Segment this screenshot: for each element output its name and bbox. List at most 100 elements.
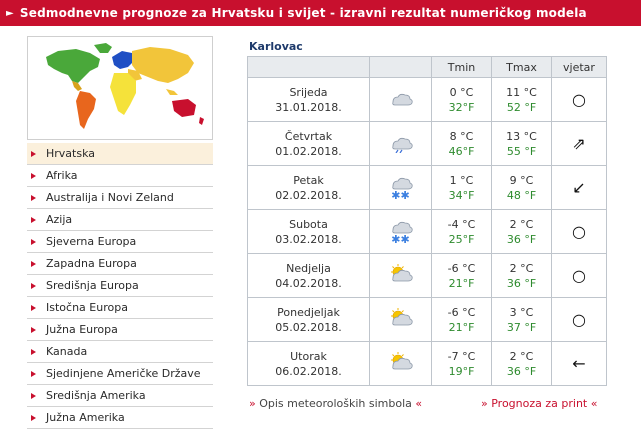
bullet-arrow-icon <box>31 260 37 267</box>
region-list: Hrvatska Afrika Australija i Novi Zeland Az… <box>27 143 213 429</box>
tmin-cell: 8 °C 46°F <box>431 121 492 166</box>
region-item[interactable]: Sjedinjene Američke Države <box>27 363 213 385</box>
symbol-cell <box>369 297 432 342</box>
tmin-celsius: 0 °C <box>449 85 474 99</box>
day-cell: Utorak 06.02.2018. <box>247 341 370 386</box>
symbols-description-link[interactable]: » Opis meteoroloških simbola « <box>249 397 422 410</box>
tmin-fahrenheit: 46°F <box>448 144 475 158</box>
tmax-cell: 2 °C 36 °F <box>491 209 552 254</box>
table-row: Utorak 06.02.2018. -7 °C 19°F 2 °C 36 °F ← <box>247 341 607 386</box>
region-item[interactable]: Kanada <box>27 341 213 363</box>
day-date: 31.01.2018. <box>275 100 342 114</box>
table-row: Subota 03.02.2018. ✱✱ -4 °C 25°F 2 °C 36 °F ○ <box>247 209 607 254</box>
bullet-arrow-icon <box>31 172 37 179</box>
city-title: Karlovac <box>249 40 303 53</box>
bullet-arrow-icon <box>31 348 37 355</box>
bullet-arrow-icon <box>31 238 37 245</box>
region-item[interactable]: Azija <box>27 209 213 231</box>
partly-sunny-weather-icon <box>387 307 415 332</box>
region-label: Sjedinjene Američke Države <box>46 367 201 380</box>
region-item[interactable]: Južna Amerika <box>27 407 213 429</box>
region-item[interactable]: Sjeverna Europa <box>27 231 213 253</box>
world-map[interactable] <box>27 36 213 140</box>
symbol-cell: ✱✱ <box>369 165 432 210</box>
wind-southwest-icon: ↙ <box>572 177 586 197</box>
day-cell: Nedjelja 04.02.2018. <box>247 253 370 298</box>
bullet-arrow-icon <box>31 282 37 289</box>
region-item[interactable]: Južna Europa <box>27 319 213 341</box>
tmax-celsius: 3 °C <box>509 305 534 319</box>
tmin-cell: -6 °C 21°F <box>431 297 492 342</box>
tmin-celsius: -6 °C <box>447 305 476 319</box>
calm-icon: ○ <box>572 309 586 329</box>
region-item[interactable]: Središnja Europa <box>27 275 213 297</box>
forecast-table: Tmin Tmax vjetar Srijeda 31.01.2018. 0 °C 3… <box>247 56 607 386</box>
header-wind: vjetar <box>551 56 607 78</box>
partly-sunny-weather-icon <box>387 351 415 376</box>
bullet-arrow-icon <box>31 150 37 157</box>
tmin-cell: -6 °C 21°F <box>431 253 492 298</box>
tmin-cell: 1 °C 34°F <box>431 165 492 210</box>
day-date: 01.02.2018. <box>275 144 342 158</box>
header-tmax: Tmax <box>491 56 552 78</box>
partly-sunny-weather-icon <box>387 263 415 288</box>
tmax-cell: 2 °C 36 °F <box>491 253 552 298</box>
tmax-celsius: 2 °C <box>509 217 534 231</box>
print-forecast-label: Prognoza za print <box>491 397 588 410</box>
region-item[interactable]: Istočna Europa <box>27 297 213 319</box>
tmax-cell: 11 °C 52 °F <box>491 77 552 122</box>
region-label: Kanada <box>46 345 88 358</box>
table-row: Nedjelja 04.02.2018. -6 °C 21°F 2 °C 36 °F ○ <box>247 253 607 298</box>
tmax-fahrenheit: 37 °F <box>506 320 537 334</box>
world-map-icon <box>46 43 204 129</box>
page-title: Sedmodnevne prognoze za Hrvatsku i svije… <box>19 6 587 20</box>
day-date: 04.02.2018. <box>275 276 342 290</box>
day-name: Subota <box>289 217 328 231</box>
print-forecast-link[interactable]: » Prognoza za print « <box>481 397 597 410</box>
symbol-cell <box>369 253 432 298</box>
region-item[interactable]: Zapadna Europa <box>27 253 213 275</box>
snow-weather-icon: ✱✱ <box>387 173 415 202</box>
tmax-cell: 13 °C 55 °F <box>491 121 552 166</box>
wind-cell: ○ <box>551 297 607 342</box>
bullet-arrow-icon <box>31 216 37 223</box>
link-quote-left: » <box>249 397 260 410</box>
tmin-celsius: 8 °C <box>449 129 474 143</box>
bullet-arrow-icon <box>31 326 37 333</box>
symbol-cell: ✱✱ <box>369 209 432 254</box>
symbol-cell <box>369 121 432 166</box>
table-row: Ponedjeljak 05.02.2018. -6 °C 21°F 3 °C 37 °F… <box>247 297 607 342</box>
region-label: Južna Europa <box>46 323 118 336</box>
day-name: Nedjelja <box>286 261 331 275</box>
wind-cell: ○ <box>551 77 607 122</box>
wind-northeast-icon: ⇗ <box>572 133 586 153</box>
day-name: Srijeda <box>289 85 328 99</box>
tmax-fahrenheit: 36 °F <box>506 232 537 246</box>
tmax-fahrenheit: 36 °F <box>506 364 537 378</box>
day-cell: Subota 03.02.2018. <box>247 209 370 254</box>
region-item[interactable]: Afrika <box>27 165 213 187</box>
tmax-celsius: 9 °C <box>509 173 534 187</box>
region-label: Zapadna Europa <box>46 257 137 270</box>
snow-weather-icon: ✱✱ <box>387 217 415 246</box>
day-name: Ponedjeljak <box>277 305 340 319</box>
symbols-description-label: Opis meteoroloških simbola <box>259 397 412 410</box>
region-item[interactable]: Središnja Amerika <box>27 385 213 407</box>
bullet-arrow-icon <box>31 304 37 311</box>
header-tmin: Tmin <box>431 56 492 78</box>
bullet-arrow-icon <box>31 414 37 421</box>
link-quote-right: « <box>411 397 423 410</box>
tmax-celsius: 13 °C <box>506 129 537 143</box>
calm-icon: ○ <box>572 265 586 285</box>
region-item[interactable]: Australija i Novi Zeland <box>27 187 213 209</box>
region-label: Sjeverna Europa <box>46 235 137 248</box>
header-day <box>247 56 370 78</box>
symbol-cell <box>369 341 432 386</box>
region-item[interactable]: Hrvatska <box>27 143 213 165</box>
day-cell: Ponedjeljak 05.02.2018. <box>247 297 370 342</box>
wind-cell: ○ <box>551 253 607 298</box>
region-label: Azija <box>46 213 73 226</box>
day-date: 03.02.2018. <box>275 232 342 246</box>
tmin-fahrenheit: 34°F <box>448 188 475 202</box>
region-label: Središnja Amerika <box>46 389 146 402</box>
